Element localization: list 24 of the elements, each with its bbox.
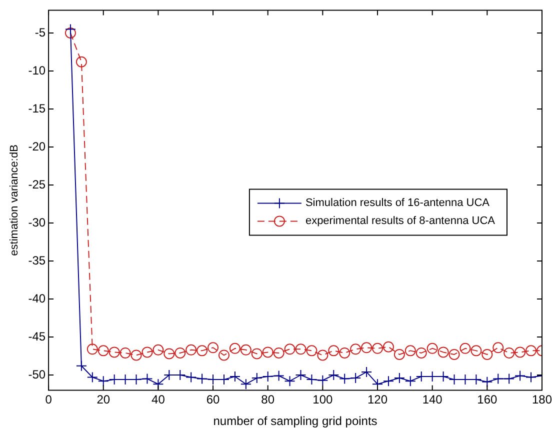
- x-tick-label: 180: [532, 392, 552, 407]
- legend-label: Simulation results of 16-antenna UCA: [305, 197, 490, 210]
- y-tick-label: -25: [28, 177, 46, 192]
- x-tick-label: 40: [152, 392, 166, 407]
- y-tick-label: -15: [28, 101, 46, 116]
- y-tick-label: -5: [34, 25, 46, 40]
- y-tick-label: -20: [28, 139, 46, 154]
- y-axis-title: estimation variance:dB: [8, 144, 21, 256]
- y-tick-label: -45: [28, 329, 46, 344]
- x-tick-label: 100: [312, 392, 334, 407]
- legend-label: experimental results of 8-antenna UCA: [305, 215, 496, 228]
- y-tick-label: -10: [28, 63, 46, 78]
- x-tick-label: 140: [422, 392, 443, 407]
- x-tick-label: 80: [261, 392, 275, 407]
- x-tick-label: 20: [96, 392, 110, 407]
- x-tick-label: 0: [45, 392, 52, 407]
- y-tick-label: -35: [28, 253, 46, 268]
- y-tick-label: -30: [28, 215, 46, 230]
- y-tick-label: -40: [28, 291, 46, 306]
- x-tick-label: 160: [477, 392, 498, 407]
- y-tick-label: -50: [28, 367, 46, 382]
- x-tick-label: 60: [206, 392, 220, 407]
- x-tick-label: 120: [367, 392, 388, 407]
- x-axis-title: number of sampling grid points: [213, 414, 378, 428]
